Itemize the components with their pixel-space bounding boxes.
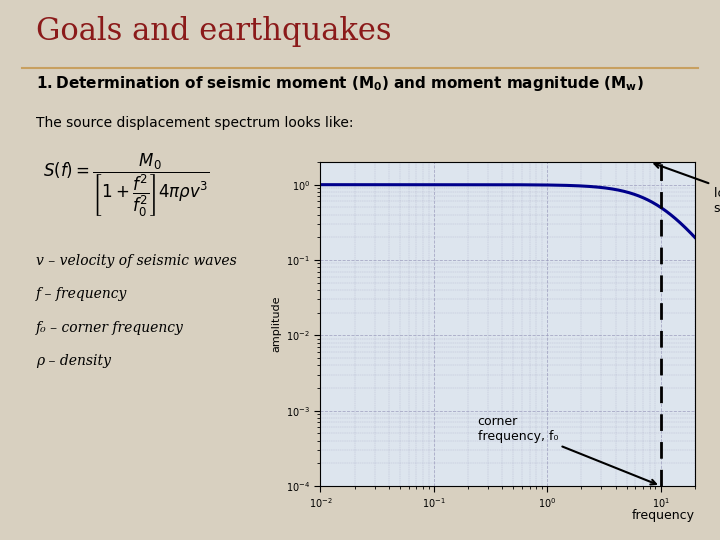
Text: ρ – density: ρ – density (36, 354, 111, 368)
Text: The source displacement spectrum looks like:: The source displacement spectrum looks l… (36, 116, 354, 130)
Text: f₀ – corner frequency: f₀ – corner frequency (36, 321, 184, 335)
Text: Goals and earthquakes: Goals and earthquakes (36, 16, 392, 47)
Text: corner
frequency, f₀: corner frequency, f₀ (477, 415, 656, 484)
Y-axis label: amplitude: amplitude (271, 296, 282, 352)
Text: $\mathbf{1. Determination\ of\ seismic\ moment\ (}$$\mathbf{M_0}$$\mathbf{)\ and: $\mathbf{1. Determination\ of\ seismic\ … (36, 74, 644, 93)
Text: low frequency
spectral level: low frequency spectral level (654, 163, 720, 215)
Text: v – velocity of seismic waves: v – velocity of seismic waves (36, 254, 237, 268)
Text: $S(f) = \dfrac{M_0}{\left[1 + \dfrac{f^2}{f_0^2}\right] 4\pi\rho v^3}$: $S(f) = \dfrac{M_0}{\left[1 + \dfrac{f^2… (43, 151, 210, 219)
Text: f – frequency: f – frequency (36, 287, 127, 301)
Text: frequency: frequency (632, 509, 695, 522)
